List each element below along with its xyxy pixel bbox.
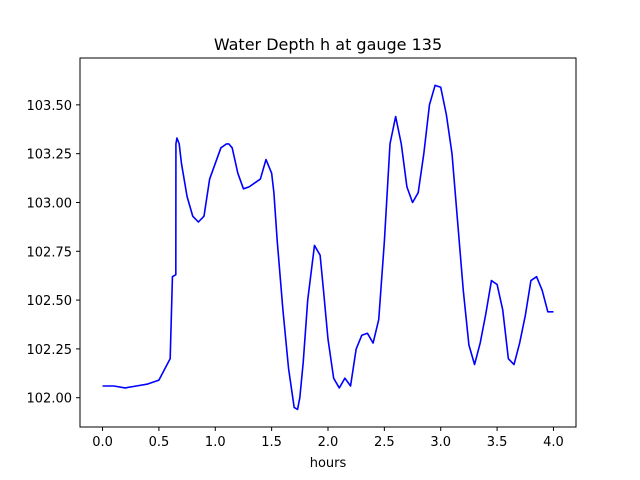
y-tick-label: 103.50 [27, 99, 73, 114]
y-tick-label: 103.25 [27, 148, 73, 163]
x-tick-label: 0.5 [149, 435, 170, 450]
y-axis-ticks: 102.00 102.25 102.50 102.75 103.00 103.25 103.… [27, 99, 80, 407]
x-tick-label: 2.0 [318, 435, 339, 450]
y-tick-label: 102.25 [27, 343, 73, 358]
x-tick-label: 0.0 [92, 435, 113, 450]
y-tick-label: 102.50 [27, 294, 73, 309]
y-tick-label: 102.75 [27, 245, 73, 260]
plot-area [102, 84, 554, 411]
series-line-0 [102, 84, 554, 411]
x-axis-ticks: 0.0 0.5 1.0 1.5 2.0 2.5 3.0 3.5 4.0 [92, 427, 564, 450]
x-tick-label: 1.0 [205, 435, 226, 450]
x-axis-label: hours [310, 456, 347, 471]
chart-title: Water Depth h at gauge 135 [214, 35, 442, 54]
x-tick-label: 3.0 [430, 435, 451, 450]
y-tick-label: 102.00 [27, 392, 73, 407]
y-tick-label: 103.00 [27, 196, 73, 211]
x-tick-label: 1.5 [261, 435, 282, 450]
x-tick-label: 4.0 [543, 435, 564, 450]
x-tick-label: 2.5 [374, 435, 395, 450]
x-tick-label: 3.5 [487, 435, 508, 450]
